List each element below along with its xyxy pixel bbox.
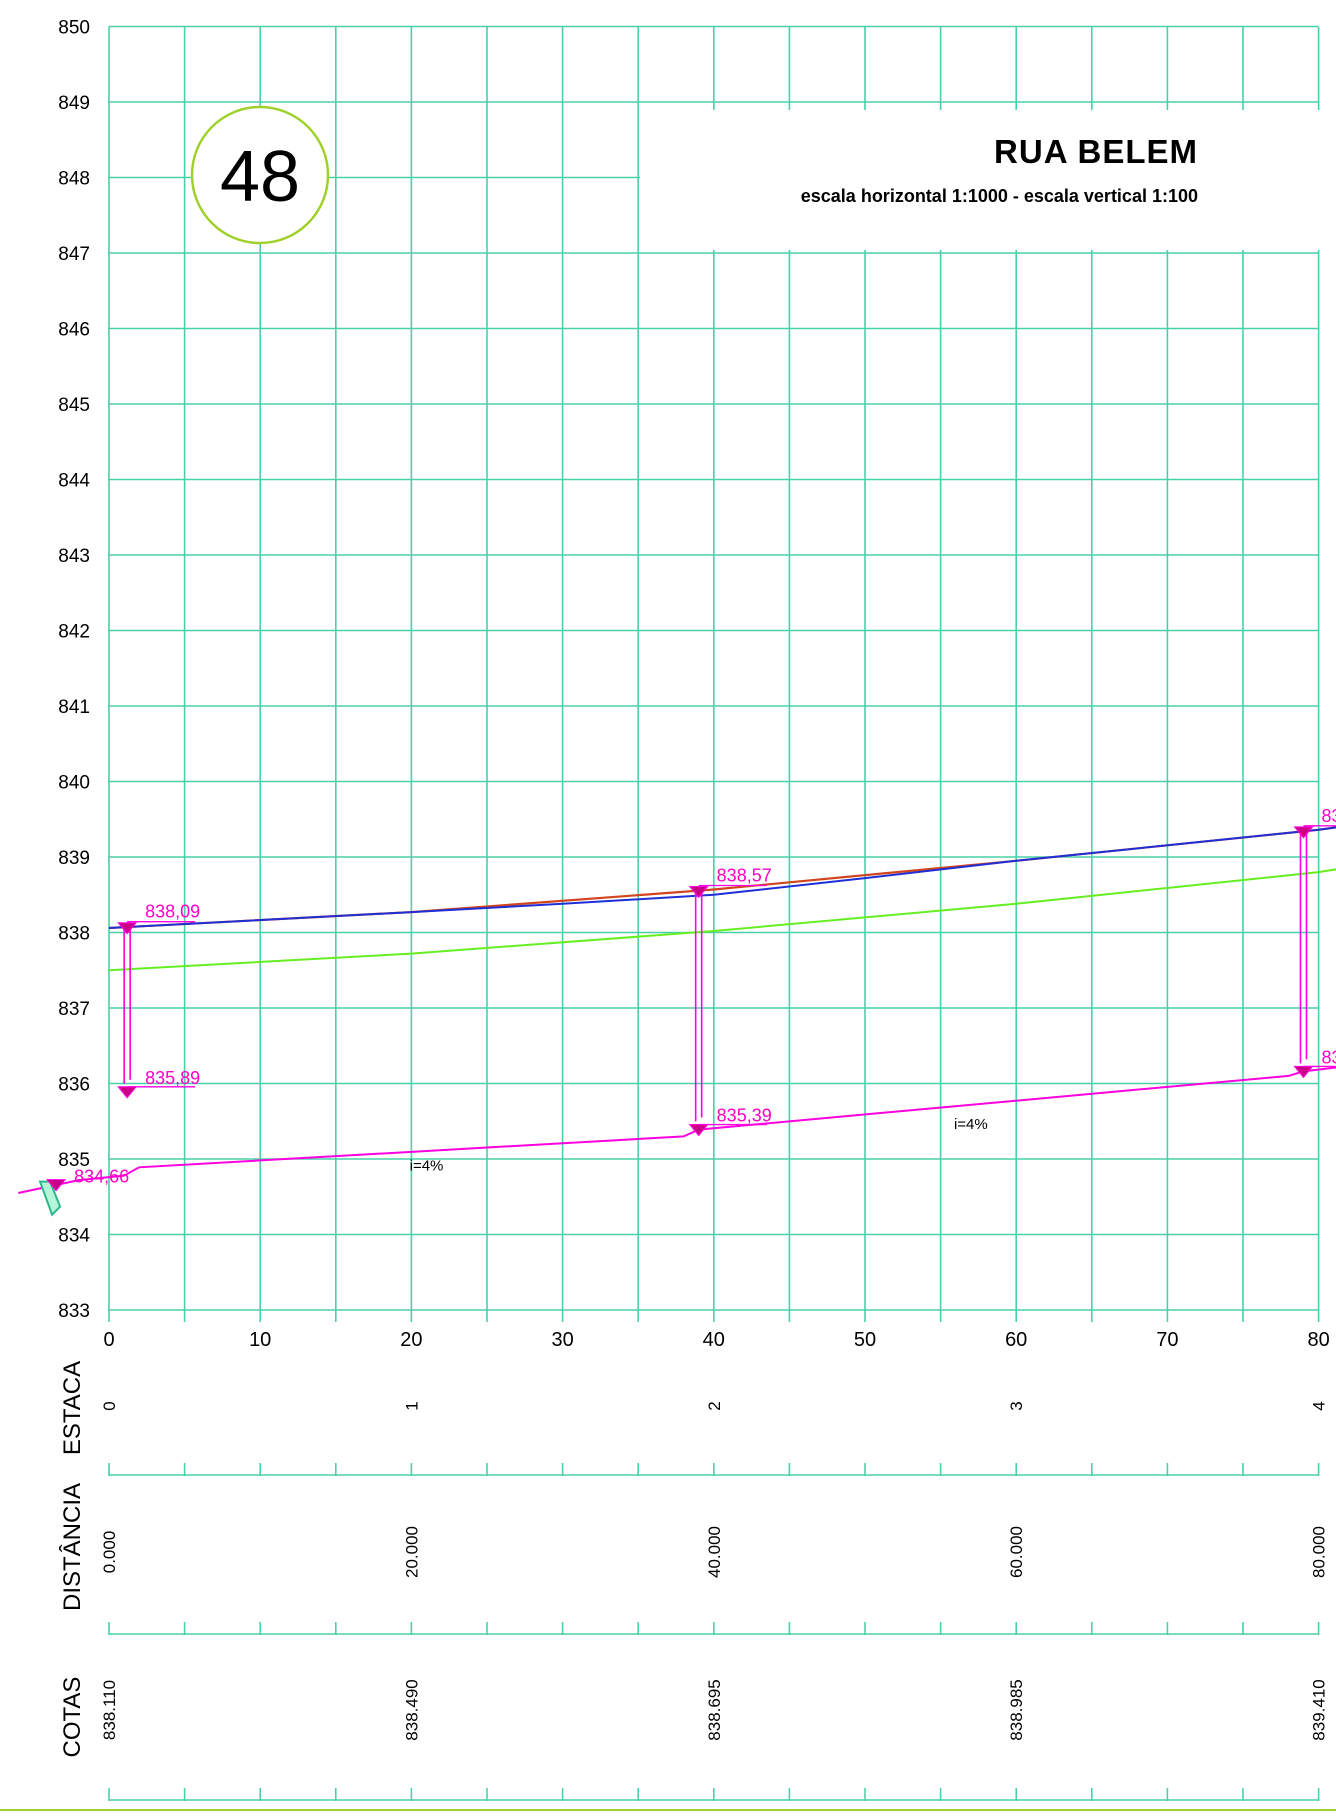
node-bottom-marker xyxy=(117,1086,138,1099)
x-tick-label: 80 xyxy=(1307,1329,1329,1351)
table-cell: 4 xyxy=(1310,1401,1329,1410)
table-cell: 0 xyxy=(100,1401,119,1410)
series-offset_line xyxy=(108,868,1336,972)
table-cell: 3 xyxy=(1007,1401,1026,1410)
table-cell: 40.000 xyxy=(705,1526,724,1578)
y-tick-label: 843 xyxy=(58,546,90,567)
node-top-marker xyxy=(1293,826,1314,839)
y-axis-ticks: 833 834 835 836 837 838 839 840 841 842 843 844 845 8… xyxy=(58,18,90,1323)
node-bottom-elevation: 835,39 xyxy=(717,1106,772,1126)
node-bottom-marker xyxy=(688,1124,709,1137)
table-cell: 1 xyxy=(402,1401,421,1410)
node-top-elevation: 838,57 xyxy=(717,865,772,885)
node-top-marker xyxy=(688,885,709,899)
node-bottom-elevation: 835,89 xyxy=(145,1068,200,1088)
node-top-elevation: 839,36 xyxy=(1321,806,1336,826)
table-cell: 838.110 xyxy=(100,1680,119,1740)
x-tick-label: 0 xyxy=(103,1329,114,1351)
title-block xyxy=(640,110,1320,250)
table-cell: 20.000 xyxy=(402,1526,421,1578)
y-tick-label: 835 xyxy=(58,1150,90,1171)
y-tick-label: 837 xyxy=(58,999,90,1020)
sheet-number-circle xyxy=(190,105,330,245)
x-tick-label: 10 xyxy=(249,1329,271,1351)
node-top-marker xyxy=(117,922,138,935)
sheet-number: 48 xyxy=(220,137,300,217)
table-cell: 60.000 xyxy=(1007,1526,1026,1578)
y-tick-label: 834 xyxy=(58,1226,90,1247)
node-bottom-marker xyxy=(1293,1065,1314,1079)
y-tick-label: 839 xyxy=(58,848,90,869)
x-tick-label: 40 xyxy=(703,1329,725,1351)
drawing-title: RUA BELEM xyxy=(994,133,1198,170)
x-tick-label: 60 xyxy=(1005,1329,1027,1351)
y-tick-label: 842 xyxy=(58,622,90,643)
y-tick-label: 849 xyxy=(58,93,90,114)
profile-table: ESTACA0123455+12,1DISTÂNCIA0.00020.00040… xyxy=(59,1361,1329,1801)
y-tick-label: 846 xyxy=(58,320,90,341)
slope-label: i=4% xyxy=(410,1157,444,1174)
x-tick-label: 70 xyxy=(1156,1329,1178,1351)
y-tick-label: 847 xyxy=(58,244,90,265)
table-cell: 2 xyxy=(705,1401,724,1410)
table-cell: 0.000 xyxy=(100,1531,119,1574)
table-row-label: ESTACA xyxy=(59,1361,86,1455)
table-cell: 839.410 xyxy=(1310,1679,1329,1740)
x-tick-label: 50 xyxy=(854,1329,876,1351)
scale-note: escala horizontal 1:1000 - escala vertic… xyxy=(801,186,1198,206)
series-pipe xyxy=(18,1066,1336,1194)
y-tick-label: 833 xyxy=(58,1301,90,1322)
y-tick-label: 840 xyxy=(58,773,90,794)
y-tick-label: 838 xyxy=(58,924,90,945)
slope-label: i=4% xyxy=(954,1116,988,1133)
table-cell: 838.490 xyxy=(402,1679,421,1740)
table-cell: 80.000 xyxy=(1310,1526,1329,1578)
start-marker xyxy=(46,1179,67,1192)
outfall-icon xyxy=(38,1180,62,1217)
table-cell: 838.985 xyxy=(1007,1679,1026,1740)
table-row-label: DISTÂNCIA xyxy=(59,1483,86,1611)
x-tick-label: 30 xyxy=(551,1329,573,1351)
profile-series xyxy=(18,826,1336,1194)
grid xyxy=(108,25,1320,1322)
table-cell: 838.695 xyxy=(705,1679,724,1740)
slope-annotations: i=4%i=4%i=4% xyxy=(410,1116,988,1175)
y-tick-label: 850 xyxy=(58,18,90,39)
y-tick-label: 836 xyxy=(58,1075,90,1096)
node-top-elevation: 838,09 xyxy=(145,902,200,922)
x-axis-ticks: 0102030405060708090100110 xyxy=(103,1329,1329,1351)
series-terrain xyxy=(108,826,1336,930)
start-elevation: 834,66 xyxy=(74,1167,129,1187)
manhole-nodes: 838,09835,89838,57835,39839,36836,16839,… xyxy=(38,806,1336,1217)
table-row-label: COTAS xyxy=(59,1677,86,1758)
x-tick-label: 20 xyxy=(400,1329,422,1351)
y-tick-label: 845 xyxy=(58,395,90,416)
node-bottom-elevation: 836,16 xyxy=(1321,1047,1336,1067)
y-tick-label: 848 xyxy=(58,169,90,190)
series-terrain_alt xyxy=(108,826,1336,929)
y-tick-label: 844 xyxy=(58,471,90,492)
y-tick-label: 841 xyxy=(58,697,90,718)
